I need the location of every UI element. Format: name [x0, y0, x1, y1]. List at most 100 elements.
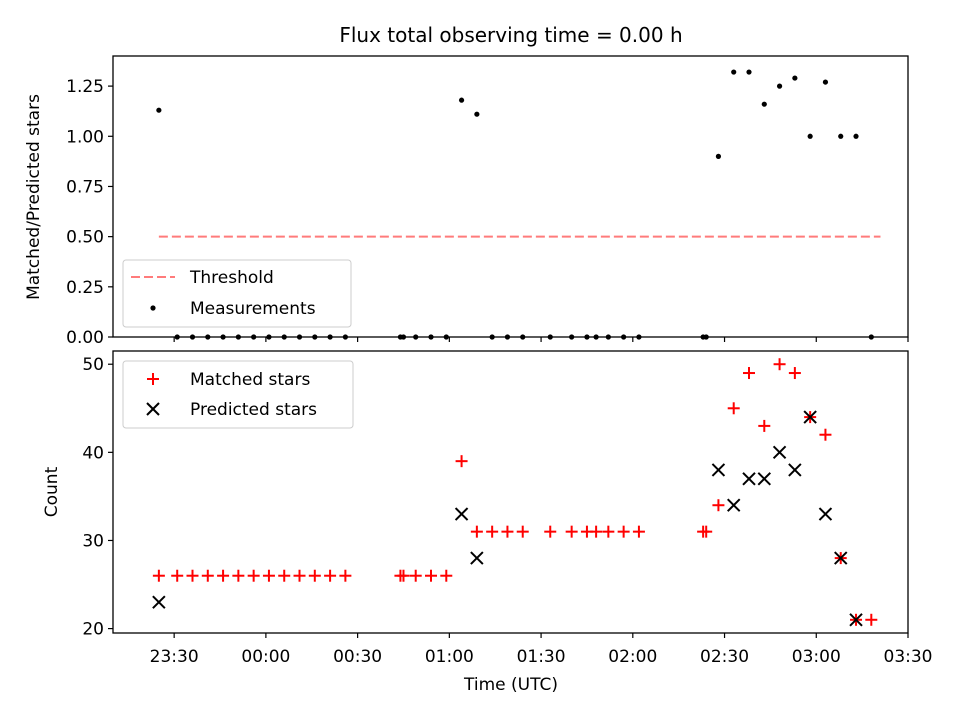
predicted-star-point — [803, 410, 817, 424]
measurement-point — [715, 153, 722, 159]
matched-star-point — [743, 367, 755, 380]
top-plot-frame — [112, 55, 909, 338]
matched-star-point — [712, 499, 725, 512]
matched-star-point — [700, 525, 713, 538]
matched-star-point — [544, 525, 557, 538]
predicted-star-point — [818, 507, 833, 521]
measurement-point — [474, 111, 480, 117]
matched-star-point — [171, 569, 184, 582]
matched-star-point — [632, 525, 645, 538]
predicted-star-point — [152, 595, 166, 609]
x-tick-label: 23:30 — [150, 647, 199, 667]
predicted-star-point — [772, 445, 787, 460]
measurement-point — [156, 107, 162, 113]
matched-star-point — [617, 525, 630, 538]
top-legend: Threshold Measurements — [122, 259, 352, 328]
measurements-legend-label: Measurements — [190, 299, 316, 319]
bottom-plot-frame — [112, 350, 909, 634]
top-ticks: 0.00 0.25 0.50 0.75 1.00 1.25 — [66, 77, 909, 348]
matched-star-point — [397, 569, 410, 582]
matched-star-point — [217, 569, 230, 582]
measurement-point — [822, 79, 829, 85]
matched-star-point — [425, 569, 437, 582]
top-legend-box — [122, 259, 352, 328]
matched-star-point — [324, 569, 337, 582]
matched-star-point — [590, 525, 603, 538]
predicted-star-point — [454, 507, 469, 521]
matched-star-point — [201, 569, 214, 582]
predicted-star-point — [727, 498, 741, 512]
matched-star-point — [308, 569, 321, 582]
matched-star-point — [409, 569, 422, 582]
measurement-point — [853, 133, 859, 139]
bottom-ticks: 20 30 40 50 23:30 00:00 00:30 01:00 01:30 02:00 02… — [82, 355, 932, 667]
measurement-point — [746, 69, 752, 75]
bottom-marks — [152, 358, 878, 627]
matched-star-point — [773, 358, 786, 371]
measurement-point — [792, 75, 798, 81]
predicted-star-point — [711, 463, 726, 477]
x-tick-label: 02:30 — [700, 647, 749, 667]
top-y-tick-label: 1.00 — [66, 127, 104, 147]
measurements-legend-swatch — [150, 305, 156, 311]
bottom-y-tick-label: 20 — [82, 620, 104, 640]
matched-star-point — [262, 569, 275, 582]
predicted-star-point — [470, 551, 484, 565]
matched-star-point — [819, 428, 832, 441]
matched-star-point — [470, 525, 483, 538]
x-tick-label: 00:00 — [241, 647, 290, 667]
bottom-y-tick-label: 40 — [82, 443, 104, 463]
bottom-panel: 20 30 40 50 23:30 00:00 00:30 01:00 01:30 02:00 02… — [42, 350, 933, 695]
top-y-tick-label: 0.50 — [66, 228, 104, 248]
measurement-point — [776, 83, 783, 89]
matched-star-point — [339, 569, 352, 582]
matched-star-point — [486, 525, 499, 538]
matched-star-point — [455, 455, 468, 468]
predicted-star-point — [834, 551, 848, 565]
matched-star-point — [232, 569, 245, 582]
predicted-star-point — [788, 463, 802, 477]
threshold-legend-label: Threshold — [189, 268, 274, 288]
predicted-star-point — [757, 472, 771, 486]
matched-star-point — [565, 525, 578, 538]
measurement-point — [807, 133, 813, 139]
bottom-y-tick-label: 30 — [82, 531, 104, 551]
top-y-axis-label: Matched/Predicted stars — [24, 94, 44, 300]
measurement-point — [761, 101, 767, 107]
matched-star-point — [278, 569, 291, 582]
top-y-tick-label: 0.25 — [66, 278, 104, 298]
x-tick-label: 03:30 — [884, 647, 933, 667]
measurement-point — [731, 69, 737, 75]
measurement-point — [838, 133, 844, 139]
matched-star-point — [727, 402, 740, 415]
x-tick-label: 00:30 — [333, 647, 382, 667]
matched-legend-label: Matched stars — [190, 370, 310, 390]
matched-star-point — [247, 569, 260, 582]
matched-star-point — [788, 367, 801, 380]
matched-star-point — [501, 525, 514, 538]
predicted-legend-label: Predicted stars — [190, 400, 317, 420]
top-y-tick-label: 1.25 — [66, 77, 104, 97]
bottom-legend: Matched stars Predicted stars — [122, 360, 354, 429]
matched-legend-swatch — [147, 373, 159, 385]
matched-star-point — [293, 569, 306, 582]
predicted-star-point — [849, 613, 863, 627]
x-tick-label: 01:00 — [425, 647, 474, 667]
x-tick-label: 01:30 — [517, 647, 566, 667]
matched-star-point — [758, 419, 771, 432]
top-y-tick-label: 0.00 — [66, 328, 104, 348]
matched-star-point — [186, 569, 199, 582]
bottom-legend-box — [122, 360, 354, 429]
matched-star-point — [440, 569, 453, 582]
bottom-y-tick-label: 50 — [82, 355, 104, 375]
top-panel: 0.00 0.25 0.50 0.75 1.00 1.25 Matched/Predict… — [24, 55, 909, 348]
matched-star-point — [516, 525, 529, 538]
matched-star-point — [602, 525, 615, 538]
predicted-star-point — [742, 472, 756, 486]
chart-title: Flux total observing time = 0.00 h — [339, 23, 682, 47]
predicted-legend-swatch — [146, 402, 160, 416]
bottom-y-axis-label: Count — [42, 466, 62, 517]
x-tick-label: 02:00 — [608, 647, 657, 667]
matched-star-point — [152, 569, 165, 582]
